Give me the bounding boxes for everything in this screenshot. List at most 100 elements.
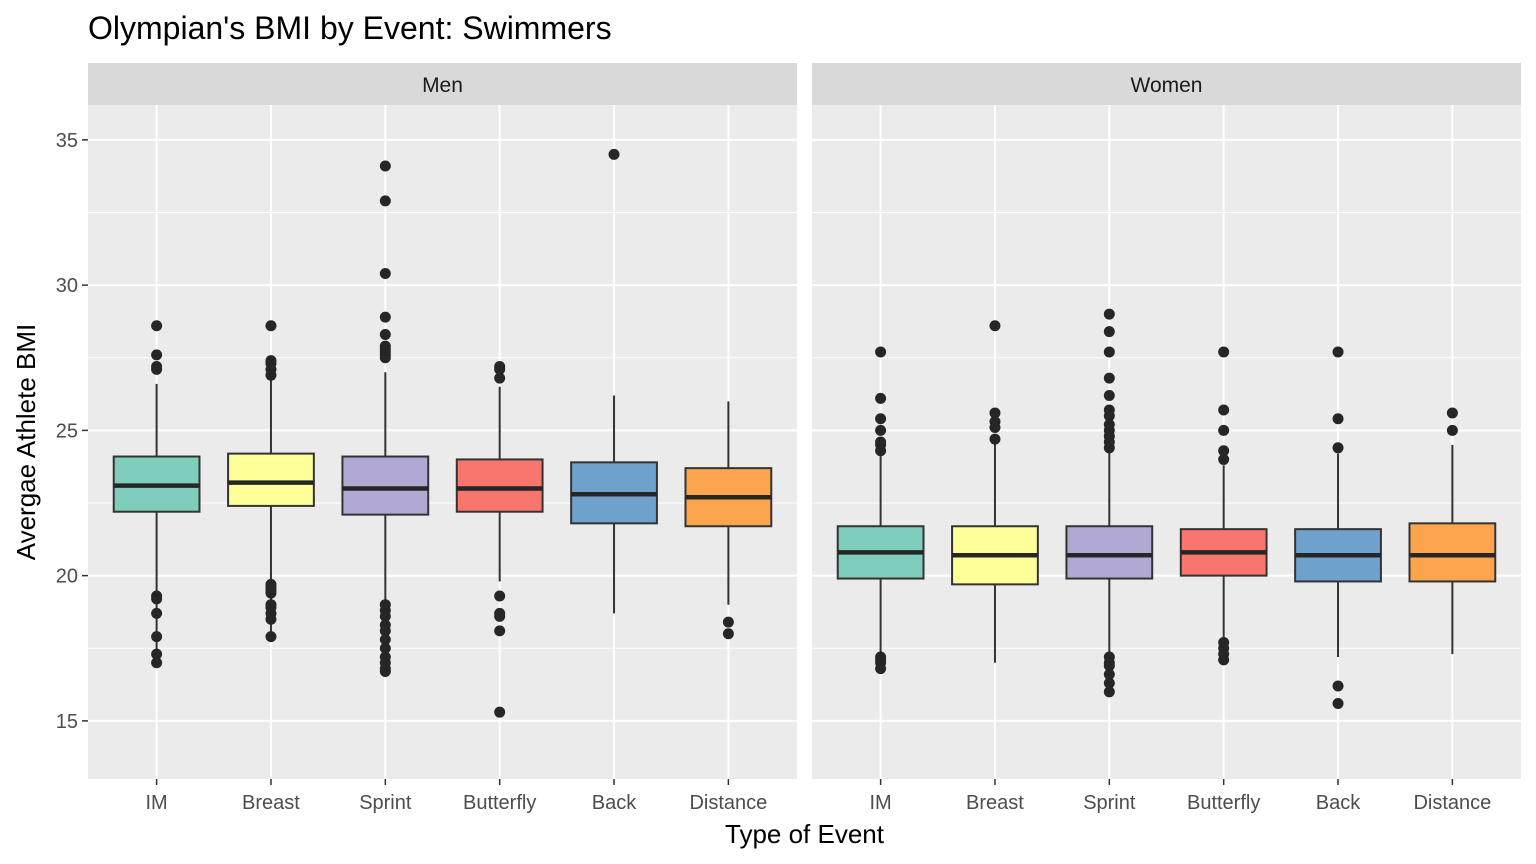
outlier-point [875, 346, 887, 358]
outlier-point [875, 413, 887, 425]
outlier-point [1332, 680, 1344, 692]
y-tick-label: 15 [56, 711, 78, 733]
outlier-point [1218, 424, 1230, 436]
box-im [112, 320, 201, 669]
outlier-point [1103, 686, 1115, 698]
facet-panel-women: Women IM Breast Sprint Butterfly Back Distanc… [812, 63, 1521, 814]
outlier-point [265, 320, 277, 332]
facet-strip-label-women: Women [1131, 74, 1203, 97]
box-butterfly [1179, 346, 1268, 666]
outlier-point [1218, 654, 1230, 666]
y-tick-label: 25 [56, 420, 78, 442]
outlier-point [379, 195, 391, 207]
outlier-point [875, 392, 887, 404]
y-axis: 15 20 25 30 35 [56, 130, 88, 733]
outlier-point [379, 352, 391, 364]
x-tick-labels-men: IM Breast Sprint Butterfly Back Distance [146, 779, 767, 814]
x-tick-label: IM [146, 792, 168, 814]
box-back [570, 148, 658, 614]
outlier-point [265, 587, 277, 599]
boxes-men [112, 148, 773, 718]
outlier-point [151, 349, 163, 361]
box-sprint [341, 160, 430, 678]
x-tick-labels-women: IM Breast Sprint Butterfly Back Distance [870, 779, 1491, 814]
box-iqr [341, 455, 430, 516]
outlier-point [608, 148, 620, 160]
box-iqr [1065, 525, 1154, 580]
outlier-point [379, 610, 391, 622]
plot-panel-women [812, 105, 1521, 779]
outlier-point [1446, 424, 1458, 436]
outlier-point [151, 320, 163, 332]
outlier-point [875, 445, 887, 457]
outlier-point [151, 363, 163, 375]
outlier-point [265, 613, 277, 625]
x-axis-title: Type of Event [725, 819, 885, 849]
box-back [1294, 346, 1382, 709]
outlier-point [1103, 410, 1115, 422]
x-tick-label: Back [1316, 792, 1361, 814]
outlier-point [494, 706, 506, 718]
outlier-point [151, 648, 163, 660]
outlier-point [1218, 346, 1230, 358]
box-iqr [455, 458, 544, 513]
box-im [836, 346, 925, 675]
outlier-point [989, 433, 1001, 445]
outlier-point [1332, 442, 1344, 454]
boxes-women [836, 308, 1497, 709]
outlier-point [722, 616, 734, 628]
outlier-point [1103, 677, 1115, 689]
outlier-point [151, 607, 163, 619]
box-iqr [1408, 522, 1497, 583]
outlier-point [1103, 372, 1115, 384]
box-distance [1408, 407, 1497, 655]
box-butterfly [455, 360, 544, 718]
outlier-point [989, 407, 1001, 419]
facet-strip-label-men: Men [422, 74, 463, 97]
x-tick-label: Breast [242, 792, 300, 814]
outlier-point [722, 628, 734, 640]
box-iqr [227, 452, 315, 507]
outlier-point [875, 424, 887, 436]
outlier-point [379, 642, 391, 654]
outlier-point [1103, 390, 1115, 402]
x-tick-label: Back [592, 792, 637, 814]
outlier-point [1103, 442, 1115, 454]
outlier-point [1332, 697, 1344, 709]
x-tick-label: Sprint [1083, 792, 1136, 814]
outlier-point [1218, 404, 1230, 416]
outlier-point [265, 369, 277, 381]
box-breast [227, 320, 315, 643]
outlier-point [379, 268, 391, 279]
outlier-point [379, 666, 391, 678]
outlier-point [151, 593, 163, 605]
facet-strip-men [88, 63, 797, 105]
outlier-point [1218, 445, 1230, 457]
outlier-point [1103, 660, 1115, 672]
x-tick-label: Butterfly [1187, 792, 1260, 814]
outlier-point [494, 610, 506, 622]
y-tick-label: 30 [56, 275, 78, 297]
x-tick-label: Butterfly [463, 792, 536, 814]
outlier-point [1332, 413, 1344, 425]
outlier-point [1103, 308, 1115, 320]
chart-title: Olympian's BMI by Event: Swimmers [88, 10, 612, 46]
outlier-point [379, 311, 391, 323]
outlier-point [1218, 453, 1230, 465]
facet-panel-men: Men IM Breast Sprint Butterfly Back Distance [88, 63, 797, 814]
outlier-point [379, 634, 391, 646]
plot-panel-men [88, 105, 797, 779]
outlier-point [151, 657, 163, 669]
box-breast [951, 320, 1039, 663]
facet-strip-women [812, 63, 1521, 105]
outlier-point [875, 663, 887, 675]
outlier-point [151, 631, 163, 643]
outlier-point [1103, 346, 1115, 358]
outlier-point [494, 625, 506, 637]
x-tick-label: Distance [689, 792, 767, 814]
outlier-point [494, 590, 506, 602]
y-axis-title: Avergae Athlete BMI [11, 324, 41, 561]
outlier-point [1103, 668, 1115, 680]
x-tick-label: Distance [1413, 792, 1491, 814]
